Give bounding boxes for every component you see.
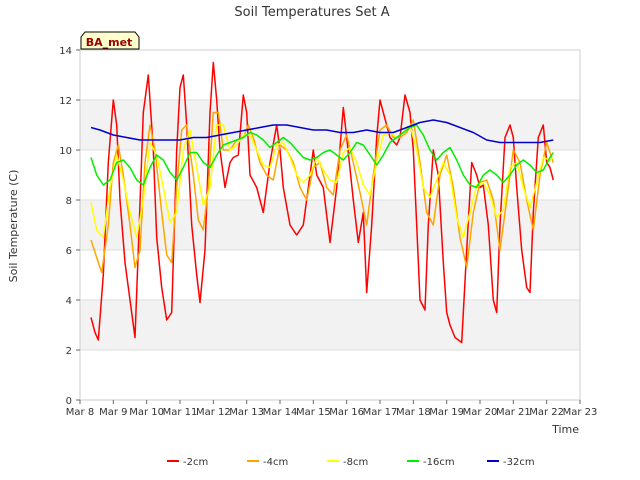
x-tick-label: Mar 15 xyxy=(296,407,331,418)
grid-band xyxy=(80,300,580,350)
x-tick-label: Mar 18 xyxy=(396,407,431,418)
y-tick-label: 8 xyxy=(66,196,72,207)
x-tick-label: Mar 16 xyxy=(329,407,364,418)
y-tick-label: 0 xyxy=(66,396,72,407)
axes xyxy=(79,49,581,401)
y-tick-label: 10 xyxy=(59,146,72,157)
y-tick-label: 2 xyxy=(66,346,72,357)
legend-label: -4cm xyxy=(263,457,288,468)
station-badge: BA_met xyxy=(80,31,140,50)
x-axis-label: Time xyxy=(551,423,579,436)
y-tick-label: 6 xyxy=(66,246,72,257)
legend-label: -32cm xyxy=(503,457,535,468)
x-tick-label: Mar 8 xyxy=(66,407,94,418)
series-line-16cmcm xyxy=(90,124,554,189)
x-tick-label: Mar 17 xyxy=(363,407,398,418)
plot-area xyxy=(80,50,580,400)
y-axis-label: Soil Temperature (C) xyxy=(7,170,20,283)
y-tick-label: 12 xyxy=(59,96,72,107)
legend-label: -16cm xyxy=(423,457,455,468)
x-tick-label: Mar 19 xyxy=(429,407,464,418)
y-axis-ticks: 0 2 4 6 8 10 12 14 xyxy=(59,46,80,407)
y-tick-label: 4 xyxy=(66,296,72,307)
x-tick-label: Mar 22 xyxy=(529,407,564,418)
chart-title: Soil Temperatures Set A xyxy=(234,5,389,20)
series-lines xyxy=(90,61,555,344)
legend-label: -8cm xyxy=(343,457,368,468)
x-tick-label: Mar 10 xyxy=(129,407,164,418)
x-tick-label: Mar 23 xyxy=(563,407,598,418)
x-tick-label: Mar 12 xyxy=(196,407,231,418)
x-tick-label: Mar 21 xyxy=(496,407,531,418)
plot-frame xyxy=(79,49,581,401)
series-line-4cmcm xyxy=(90,111,555,274)
x-tick-label: Mar 9 xyxy=(99,407,127,418)
series-line-32cmcm xyxy=(90,119,554,144)
x-tick-label: Mar 13 xyxy=(229,407,264,418)
legend-label: -2cm xyxy=(183,457,208,468)
x-tick-label: Mar 14 xyxy=(263,407,298,418)
y-tick-label: 14 xyxy=(59,46,72,57)
station-badge-label: BA_met xyxy=(86,36,133,49)
legend: -2cm -4cm -8cm -16cm -32cm xyxy=(167,457,535,468)
x-tick-label: Mar 11 xyxy=(163,407,198,418)
x-tick-label: Mar 20 xyxy=(463,407,498,418)
series-line-2cmcm xyxy=(90,61,555,344)
